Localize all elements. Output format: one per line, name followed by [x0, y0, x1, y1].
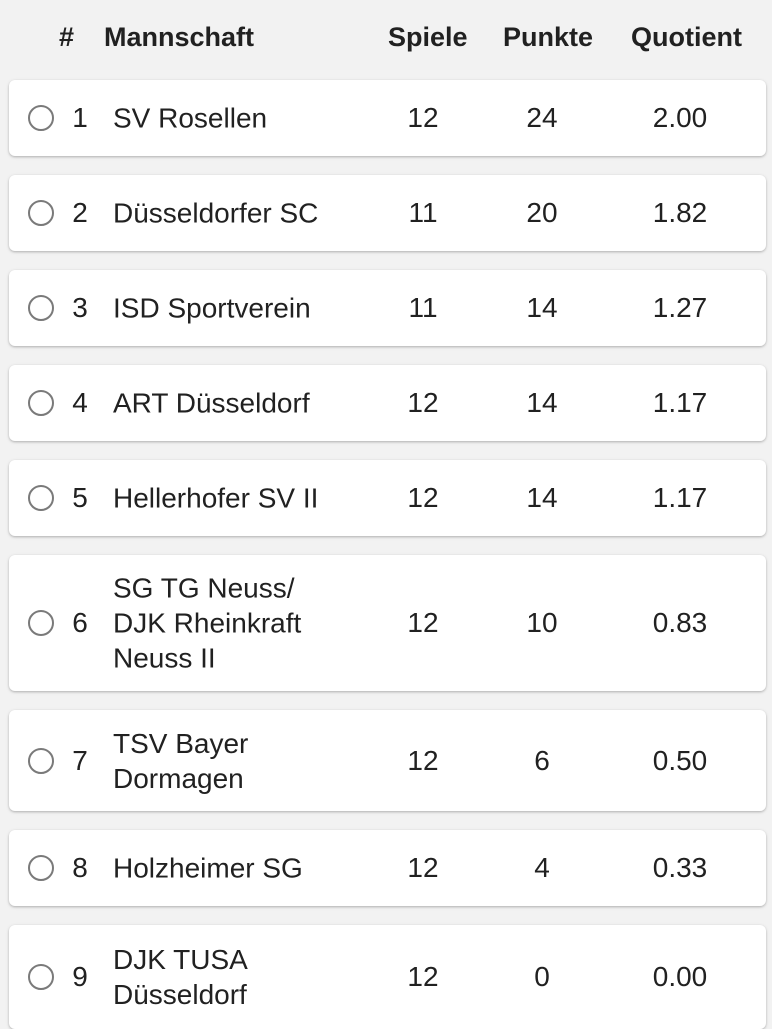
table-row[interactable]: 7 TSV Bayer Dormagen 12 6 0.50: [9, 710, 766, 811]
row-select-radio[interactable]: [28, 610, 54, 636]
row-select-radio[interactable]: [28, 295, 54, 321]
row-team-name: SV Rosellen: [113, 102, 268, 134]
row-rank: 7: [72, 744, 88, 776]
row-team-name: SG TG Neuss/ DJK Rheinkraft Neuss II: [113, 572, 302, 674]
table-row[interactable]: 1 SV Rosellen 12 24 2.00: [9, 80, 766, 156]
row-ratio: 1.82: [652, 197, 708, 228]
row-games: 12: [407, 607, 439, 638]
column-header-team[interactable]: Mannschaft: [104, 22, 255, 52]
table-row[interactable]: 3 ISD Sportverein 11 14 1.27: [9, 270, 766, 346]
table-row[interactable]: 6 SG TG Neuss/ DJK Rheinkraft Neuss II 1…: [9, 555, 766, 691]
row-team-name: Holzheimer SG: [113, 852, 303, 884]
row-rank: 6: [72, 607, 88, 638]
row-team-name: Hellerhofer SV II: [113, 482, 319, 514]
row-ratio: 1.27: [652, 292, 708, 323]
column-header-rank: #: [59, 22, 75, 52]
row-points: 14: [526, 482, 558, 513]
row-team-name: ISD Sportverein: [113, 292, 311, 324]
row-ratio: 2.00: [652, 102, 708, 133]
row-ratio: 1.17: [652, 387, 708, 418]
row-team-name: ART Düsseldorf: [113, 387, 310, 419]
row-rank: 2: [72, 197, 88, 228]
row-ratio: 1.17: [652, 482, 708, 513]
row-rank: 9: [72, 961, 88, 992]
row-rank: 8: [72, 852, 88, 883]
row-games: 12: [407, 387, 439, 418]
row-points: 24: [526, 102, 558, 133]
row-ratio: 0.50: [652, 744, 708, 776]
row-select-radio[interactable]: [28, 485, 54, 511]
row-games: 12: [407, 961, 439, 992]
row-points: 10: [526, 607, 558, 638]
row-select-radio[interactable]: [28, 747, 54, 774]
column-header-points[interactable]: Punkte: [503, 22, 594, 52]
row-select-radio[interactable]: [28, 105, 54, 131]
column-header-games[interactable]: Spiele: [388, 22, 468, 52]
table-row[interactable]: 8 Holzheimer SG 12 4 0.33: [9, 830, 766, 906]
row-games: 11: [408, 292, 438, 323]
row-points: 0: [534, 961, 550, 992]
row-points: 4: [534, 852, 550, 883]
row-rank: 4: [72, 387, 88, 418]
table-row[interactable]: 2 Düsseldorfer SC 11 20 1.82: [9, 175, 766, 251]
row-games: 11: [408, 197, 438, 228]
row-select-radio[interactable]: [28, 390, 54, 416]
row-games: 12: [407, 744, 439, 776]
row-team-name: TSV Bayer Dormagen: [113, 727, 249, 794]
row-ratio: 0.00: [652, 961, 708, 992]
row-points: 14: [526, 387, 558, 418]
table-row[interactable]: 4 ART Düsseldorf 12 14 1.17: [9, 365, 766, 441]
row-select-radio[interactable]: [28, 964, 54, 990]
row-points: 20: [526, 197, 558, 228]
row-select-radio[interactable]: [28, 200, 54, 226]
row-rank: 5: [72, 482, 88, 513]
row-team-name: Düsseldorfer SC: [113, 197, 319, 229]
row-games: 12: [407, 102, 439, 133]
row-games: 12: [407, 852, 439, 883]
table-row[interactable]: 9 DJK TUSA Düsseldorf 12 0 0.00: [9, 925, 766, 1029]
row-points: 14: [526, 292, 558, 323]
row-points: 6: [534, 744, 550, 776]
row-team-name: DJK TUSA Düsseldorf: [113, 944, 247, 1010]
column-header-ratio[interactable]: Quotient: [631, 22, 742, 52]
row-ratio: 0.33: [652, 852, 708, 883]
row-rank: 3: [72, 292, 88, 323]
table-row[interactable]: 5 Hellerhofer SV II 12 14 1.17: [9, 460, 766, 536]
row-ratio: 0.83: [652, 607, 708, 638]
row-rank: 1: [72, 102, 88, 133]
row-games: 12: [407, 482, 439, 513]
row-select-radio[interactable]: [28, 855, 54, 881]
table-header: # Mannschaft Spiele Punkte Quotient: [0, 0, 772, 76]
